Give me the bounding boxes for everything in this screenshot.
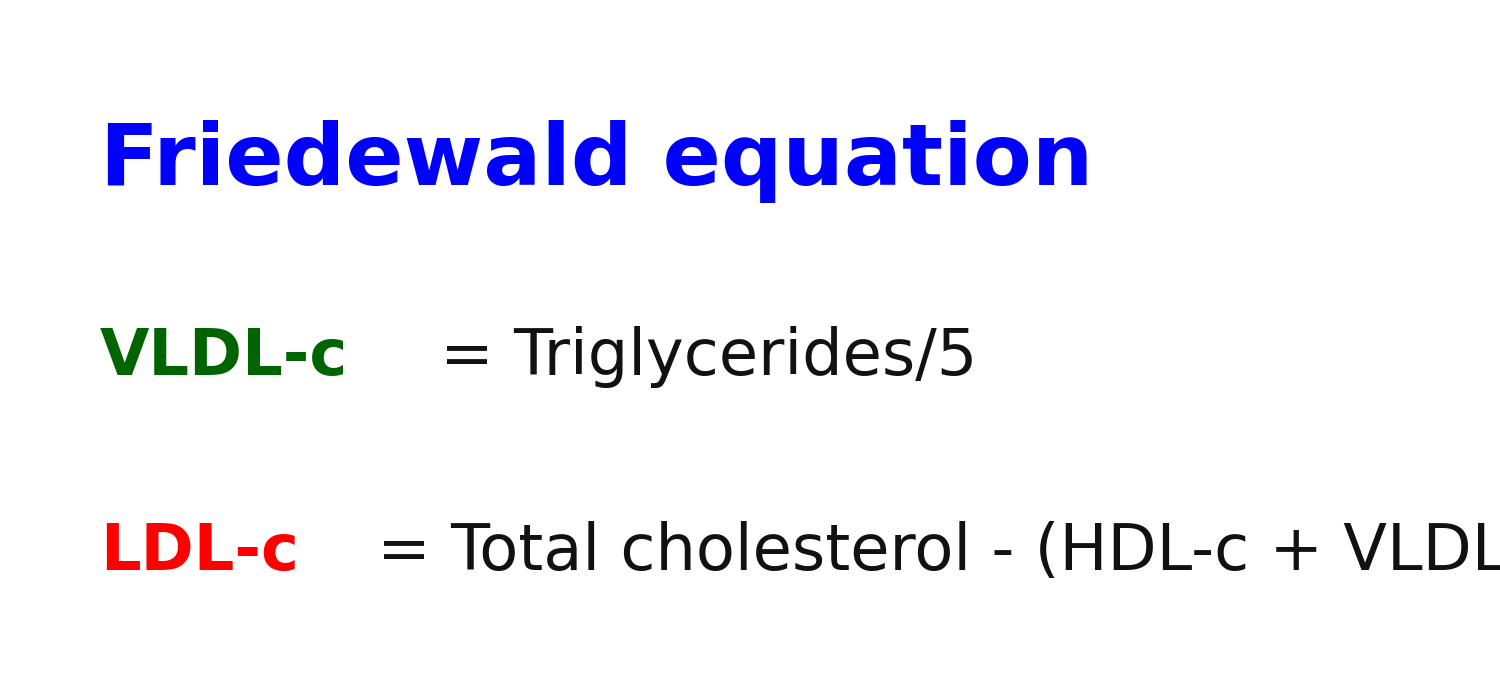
Text: LDL-c: LDL-c <box>100 521 298 583</box>
Text: = Total cholesterol - (HDL-c + VLDL-c): = Total cholesterol - (HDL-c + VLDL-c) <box>357 521 1500 583</box>
Text: = Triglycerides/5: = Triglycerides/5 <box>420 326 978 388</box>
Text: Friedewald equation: Friedewald equation <box>100 120 1094 203</box>
Text: VLDL-c: VLDL-c <box>100 326 348 388</box>
